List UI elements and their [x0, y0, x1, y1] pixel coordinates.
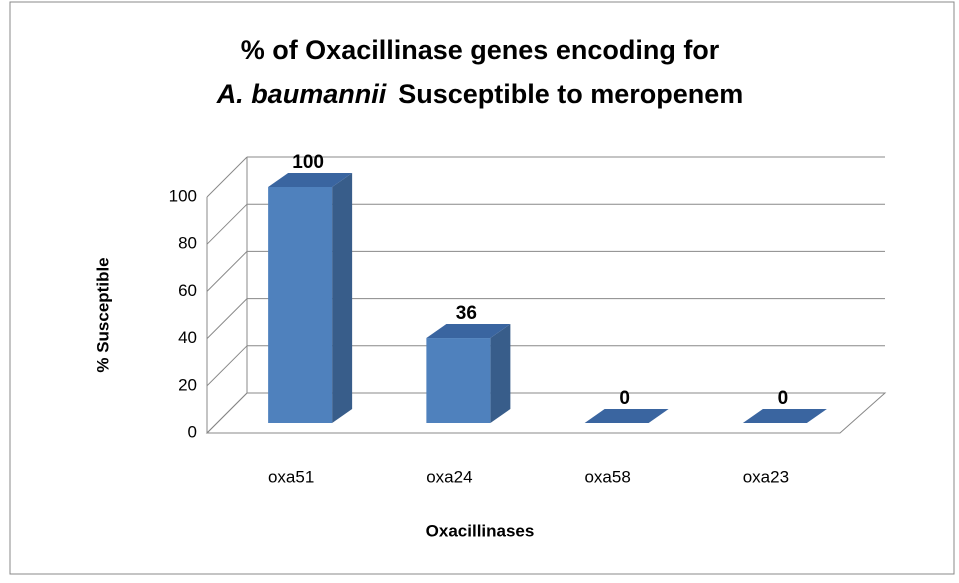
- bar-side: [490, 324, 511, 423]
- title-italic: A. baumannii: [216, 79, 387, 109]
- data-label: 36: [456, 303, 477, 324]
- title-rest: Susceptible to meropenem: [398, 79, 743, 109]
- bar-side: [332, 173, 353, 423]
- x-tick-label: oxa24: [426, 467, 472, 486]
- data-label: 100: [292, 152, 324, 173]
- grid-line: [206, 156, 248, 198]
- data-label: 0: [619, 388, 630, 409]
- grid-line: [206, 203, 248, 245]
- y-tick-label: 20: [178, 375, 197, 394]
- y-tick-label: 60: [178, 281, 197, 300]
- bar-top: [742, 409, 827, 423]
- chart-title: % of Oxacillinase genes encoding for: [241, 35, 720, 65]
- grid-line: [206, 251, 248, 292]
- grid-line: [206, 298, 248, 339]
- bar-top: [268, 173, 353, 187]
- data-label: 0: [778, 388, 789, 409]
- y-tick-label: 40: [178, 328, 197, 347]
- grid-line: [206, 392, 248, 434]
- x-tick-label: oxa51: [268, 467, 314, 486]
- x-axis-title: Oxacillinases: [426, 521, 535, 540]
- chart-border: [9, 1, 955, 575]
- y-tick-label: 0: [188, 422, 197, 441]
- y-tick-label: 100: [169, 186, 197, 205]
- bar-top: [584, 409, 669, 423]
- bar-top: [426, 324, 511, 339]
- y-axis-title: % Susceptible: [93, 257, 112, 372]
- chart-title: A. baumannii Susceptible to meropenem: [216, 79, 744, 109]
- y-tick-label: 80: [178, 234, 197, 253]
- x-tick-label: oxa23: [743, 467, 789, 486]
- x-tick-label: oxa58: [584, 467, 630, 486]
- grid-line: [206, 345, 248, 387]
- bar: [268, 187, 333, 423]
- bar: [426, 338, 491, 423]
